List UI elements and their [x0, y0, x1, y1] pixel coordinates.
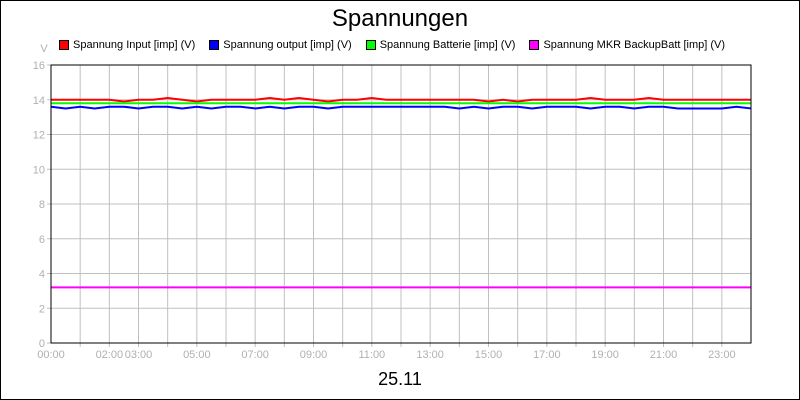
x-axis-title: 25.11 [378, 369, 422, 389]
x-tick-label: 13:00 [416, 349, 444, 361]
legend-label: Spannung MKR BackupBatt [imp] (V) [543, 39, 726, 51]
y-axis-title: V [40, 43, 48, 55]
legend-swatch [209, 40, 220, 50]
legend-item: Spannung Batterie [imp] (V) [365, 39, 516, 51]
y-tick-label: 14 [33, 95, 45, 107]
x-tick-label: 02:00 [96, 349, 124, 361]
legend-label: Spannung Input [imp] (V) [73, 39, 196, 51]
y-tick-label: 0 [39, 338, 45, 350]
x-tick-label: 09:00 [300, 349, 328, 361]
x-tick-label: 21:00 [650, 349, 678, 361]
y-tick-label: 2 [39, 303, 45, 315]
series-line [51, 97, 751, 103]
y-tick-label: 4 [39, 269, 45, 281]
x-tick-label: 17:00 [533, 349, 561, 361]
legend-item: Spannung MKR BackupBatt [imp] (V) [529, 39, 725, 51]
y-tick-label: 12 [33, 130, 45, 142]
y-tick-label: 6 [39, 234, 45, 246]
legend-swatch [365, 40, 376, 50]
legend-swatch [529, 40, 540, 50]
y-tick-label: 10 [33, 164, 45, 176]
x-tick-label: 15:00 [475, 349, 503, 361]
chart-title: Spannungen [331, 5, 469, 32]
y-tick-label: 16 [33, 60, 45, 72]
legend-item: Spannung Input [imp] (V) [59, 39, 195, 51]
x-tick-label: 11:00 [358, 349, 385, 361]
x-tick-label: 03:00 [125, 349, 153, 361]
legend-label: Spannung Batterie [imp] (V) [379, 39, 516, 51]
x-tick-label: 19:00 [591, 349, 619, 361]
x-tick-label: 23:00 [708, 349, 736, 361]
series-line [50, 105, 752, 110]
plot-border [50, 64, 752, 344]
legend-swatch [59, 40, 69, 50]
legend: Spannung Input [imp] (V) Spannung output… [59, 39, 739, 51]
legend-item: Spannung output [imp] (V) [209, 39, 352, 51]
x-tick-label: 07:00 [241, 349, 269, 361]
legend-label: Spannung output [imp] (V) [223, 39, 352, 51]
x-tick-label: 00:00 [37, 349, 65, 361]
y-tick-label: 8 [39, 199, 45, 211]
x-tick-label: 05:00 [183, 349, 211, 361]
